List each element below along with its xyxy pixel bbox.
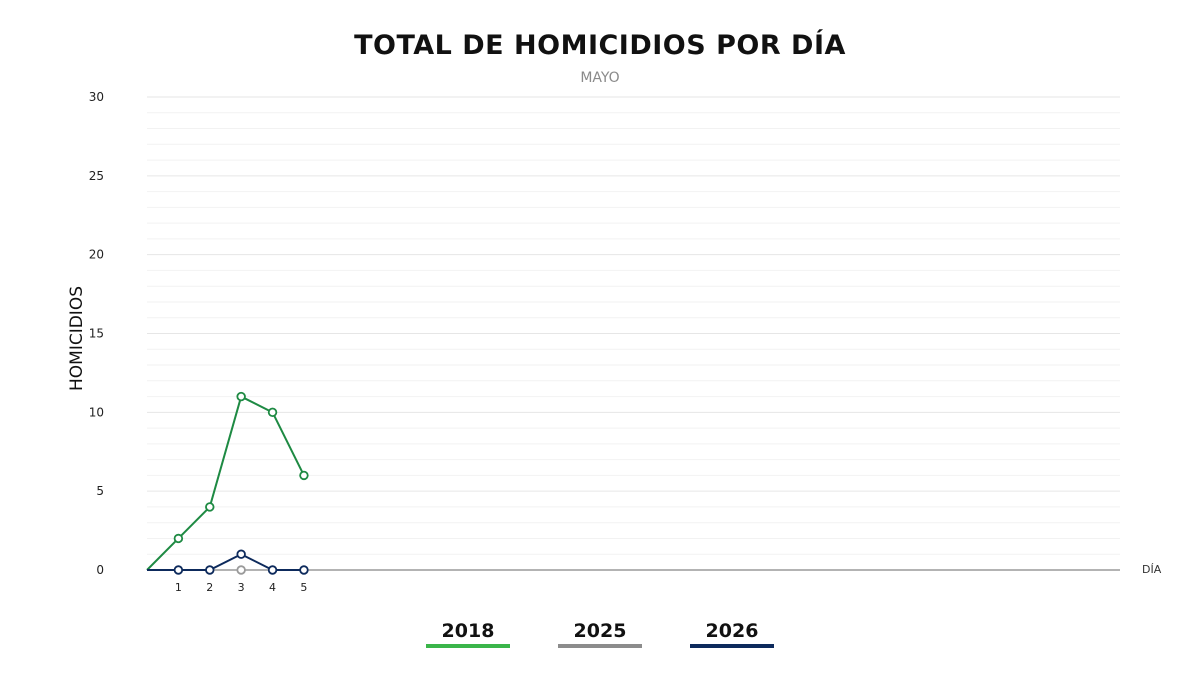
data-point-2018-5 <box>299 470 309 481</box>
legend-swatch <box>690 644 774 648</box>
data-point-2026-3 <box>236 549 246 559</box>
data-point-2026-1 <box>173 565 184 575</box>
legend-label: 2025 <box>573 620 627 642</box>
x-tick-label: 4 <box>269 581 276 594</box>
data-point-2026-4 <box>267 565 278 575</box>
data-point-2018-4 <box>267 407 278 418</box>
chart-subtitle: MAYO <box>580 70 620 86</box>
y-axis-label: HOMICIDIOS <box>67 286 87 391</box>
legend-item-2025: 2025 <box>558 620 642 648</box>
y-tick-label: 30 <box>89 90 104 104</box>
y-tick-label: 10 <box>89 405 104 419</box>
y-axis-ticks: 0 5 10 15 20 25 30 <box>89 90 104 577</box>
legend-label: 2018 <box>441 620 495 642</box>
x-tick-label: 2 <box>206 581 213 594</box>
x-tick-label: 3 <box>238 581 245 594</box>
x-tick-label: 1 <box>175 581 182 594</box>
series-2025 <box>236 565 246 575</box>
data-point-2025-3 <box>236 565 246 575</box>
data-point-2018-3 <box>236 391 246 402</box>
y-tick-label: 0 <box>96 563 104 577</box>
legend-item-2026: 2026 <box>690 620 774 648</box>
series-line-2018 <box>146 395 305 571</box>
y-tick-label: 5 <box>96 484 104 498</box>
legend-item-2018: 2018 <box>426 620 510 648</box>
y-tick-label: 25 <box>89 169 104 183</box>
x-axis-ticks: 1 2 3 4 5 <box>175 581 308 594</box>
data-point-2026-2 <box>205 565 215 575</box>
y-tick-label: 15 <box>89 327 104 341</box>
series-line-2026 <box>147 553 304 571</box>
x-axis-label: DÍA <box>1142 563 1162 576</box>
legend: 2018 2025 2026 <box>0 620 1200 660</box>
series-2018 <box>146 391 309 571</box>
chart-title: TOTAL DE HOMICIDIOS POR DÍA <box>354 30 846 61</box>
y-tick-label: 20 <box>89 248 104 262</box>
x-tick-label: 5 <box>300 581 307 594</box>
legend-label: 2026 <box>705 620 759 642</box>
series-2026 <box>147 549 309 575</box>
legend-swatch <box>558 644 642 648</box>
series-group <box>146 391 309 575</box>
data-point-2026-5 <box>299 565 309 575</box>
data-point-2018-1 <box>173 533 184 544</box>
gridlines <box>147 96 1120 555</box>
data-point-2018-2 <box>205 502 215 512</box>
legend-swatch <box>426 644 510 648</box>
